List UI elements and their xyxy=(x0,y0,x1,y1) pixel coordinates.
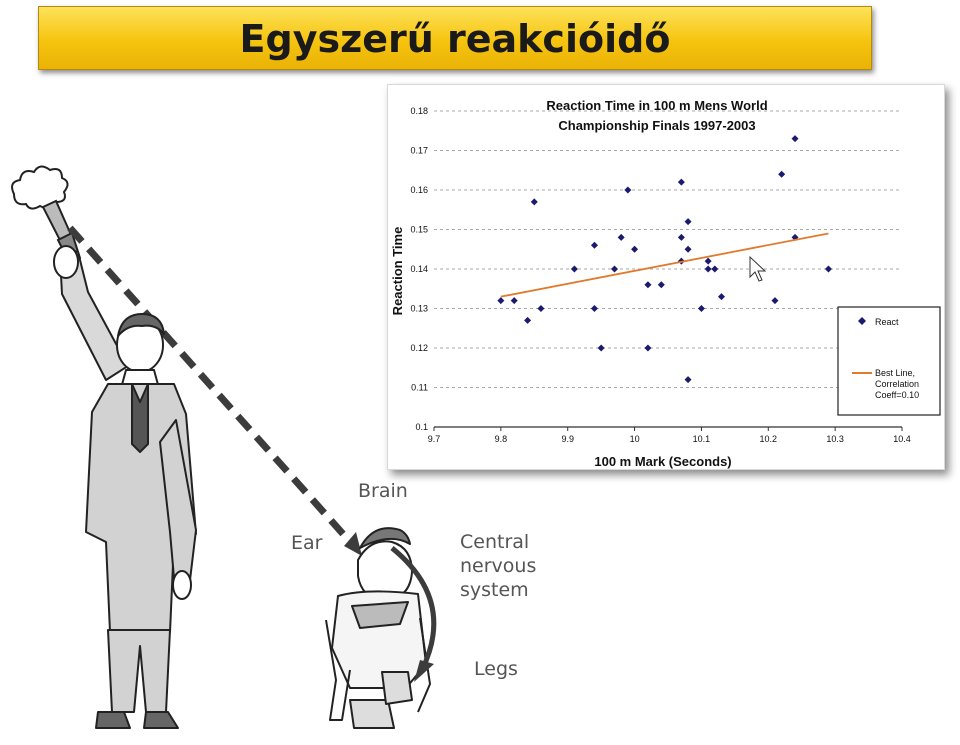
data-point xyxy=(597,344,605,352)
y-tick-label: 0.18 xyxy=(410,106,428,116)
y-axis-label: Reaction Time xyxy=(390,227,405,316)
chart-canvas: 0.1 0.11 0.12 0.13 0.14 0.15 0.16 0.17 0.18 9.7 9.… xyxy=(390,98,941,469)
data-point xyxy=(570,265,578,273)
scatter-chart: 0.1 0.11 0.12 0.13 0.14 0.15 0.16 0.17 0.18 9.7 9.… xyxy=(387,84,945,470)
y-tick-label: 0.13 xyxy=(410,304,428,314)
cns-label: Central nervous system xyxy=(460,531,537,601)
legend-item-best-line-1: Best Line, xyxy=(875,368,915,378)
data-point xyxy=(590,241,598,249)
data-point xyxy=(611,265,619,273)
x-tick-label: 9.9 xyxy=(561,434,574,444)
y-tick-label: 0.11 xyxy=(411,383,428,393)
y-tick-label: 0.14 xyxy=(410,264,428,274)
best-fit-line xyxy=(500,232,829,298)
data-point xyxy=(657,281,665,289)
nerve-signal-arrow xyxy=(390,546,437,672)
y-tick-label: 0.1 xyxy=(415,422,428,432)
x-tick-label: 9.7 xyxy=(428,434,441,444)
smoke-icon xyxy=(11,165,69,210)
page-title: Egyszerű reakcióidő xyxy=(239,17,671,61)
data-point xyxy=(510,297,518,305)
legend-item-best-line-2: Correlation xyxy=(875,379,919,389)
x-tick-label: 10.3 xyxy=(826,434,844,444)
legend-marker-icon xyxy=(858,317,866,325)
chart-title-line-2: Championship Finals 1997-2003 xyxy=(558,118,755,133)
data-point xyxy=(697,305,705,312)
sound-arrowhead xyxy=(344,532,362,556)
y-tick-label: 0.17 xyxy=(410,146,428,156)
legend: React Best Line, Correlation Coeff=0.10 xyxy=(837,306,941,416)
data-point xyxy=(717,293,725,301)
brain-label: Brain xyxy=(358,480,408,502)
legend-box xyxy=(837,306,941,416)
data-point xyxy=(771,297,779,305)
data-point xyxy=(524,316,532,324)
data-point xyxy=(677,178,685,186)
sound-path xyxy=(67,225,355,547)
y-tick-label: 0.12 xyxy=(410,343,428,353)
data-point xyxy=(684,376,692,384)
mouse-cursor-icon xyxy=(749,255,767,282)
data-point xyxy=(824,265,832,273)
legs-label: Legs xyxy=(474,658,518,680)
data-point xyxy=(537,305,545,312)
data-point xyxy=(778,170,786,178)
data-point xyxy=(711,265,719,273)
legend-item-best-line-3: Coeff=0.10 xyxy=(875,390,919,400)
x-tick-label: 10 xyxy=(630,434,640,444)
x-tick-label: 9.8 xyxy=(495,434,508,444)
data-point xyxy=(791,135,799,143)
legend-item-react: React xyxy=(875,317,899,327)
data-point xyxy=(497,297,505,305)
data-point xyxy=(684,245,692,253)
title-banner: Egyszerű reakcióidő xyxy=(38,6,872,70)
data-point xyxy=(684,218,692,226)
x-tick-label: 10.4 xyxy=(893,434,911,444)
x-axis-label: 100 m Mark (Seconds) xyxy=(594,454,731,469)
starter-figure xyxy=(53,245,197,729)
chart-title-line-1: Reaction Time in 100 m Mens World xyxy=(546,98,767,113)
data-point xyxy=(704,257,712,265)
data-point xyxy=(644,281,652,289)
sprinter-figure xyxy=(325,527,431,729)
data-point xyxy=(624,186,632,194)
data-point xyxy=(644,344,652,352)
y-tick-label: 0.15 xyxy=(410,225,428,235)
data-point xyxy=(530,198,538,206)
data-point xyxy=(631,245,639,253)
nerve-arrowhead xyxy=(414,660,434,682)
x-tick-label: 10.2 xyxy=(760,434,778,444)
data-point xyxy=(617,233,625,241)
y-tick-label: 0.16 xyxy=(410,185,428,195)
data-point xyxy=(704,265,712,273)
ear-label: Ear xyxy=(291,532,323,554)
x-tick-label: 10.1 xyxy=(693,434,711,444)
data-point xyxy=(590,305,598,312)
data-point xyxy=(677,233,685,241)
